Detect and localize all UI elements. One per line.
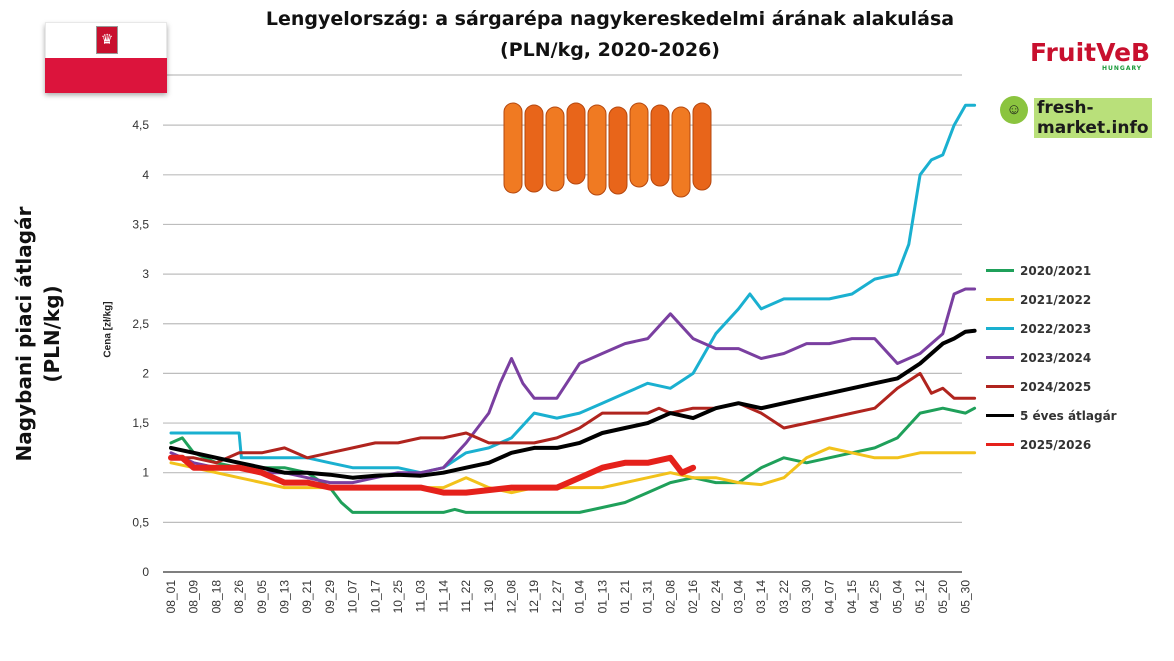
x-tick-label: 03_30 — [800, 580, 814, 614]
series-line-5-ves-tlag-r — [169, 328, 977, 480]
x-tick-label: 08_26 — [232, 580, 246, 614]
carrot — [671, 106, 691, 198]
legend: 2020/2021 2021/2022 2022/2023 2023/2024 2024… — [986, 256, 1166, 459]
x-tick-label: 02_08 — [663, 580, 677, 614]
y-tick-label: 2,5 — [132, 317, 149, 331]
legend-item: 2021/2022 — [986, 285, 1166, 314]
y-tick-label: 1 — [142, 466, 149, 480]
chart-subtitle: (PLN/kg, 2020-2026) — [500, 39, 720, 61]
x-tick-label: 12_27 — [550, 580, 564, 614]
legend-label: 2024/2025 — [1020, 379, 1092, 394]
y-tick-label: 4,5 — [132, 118, 149, 132]
x-tick-label: 01_31 — [641, 580, 655, 614]
x-tick-labels: 08_01 08_09 08_18 08_26 09_05 09_13 09_21 09_29… — [164, 580, 973, 614]
carrot — [629, 102, 649, 188]
carrot — [503, 102, 523, 194]
legend-item: 5 éves átlagár — [986, 401, 1166, 430]
legend-swatch — [986, 269, 1014, 272]
legend-swatch — [986, 298, 1014, 301]
legend-swatch — [986, 414, 1014, 417]
freshmarket-icon: ☺ — [1000, 96, 1028, 124]
freshmarket-logo: ☺ fresh-market.info — [1000, 96, 1152, 138]
series-line-2021-2022 — [169, 446, 977, 495]
series-line-2022-2023 — [169, 103, 977, 475]
legend-label: 2025/2026 — [1020, 437, 1092, 452]
carrot — [692, 102, 712, 191]
x-tick-label: 11_30 — [482, 580, 496, 613]
x-tick-label: 09_05 — [255, 580, 269, 614]
series-lines — [168, 103, 977, 514]
x-tick-label: 11_22 — [459, 580, 473, 613]
y-tick-label: 0,5 — [132, 515, 149, 529]
eagle-icon: ♛ — [96, 26, 118, 54]
series-line-2025-2026 — [168, 454, 697, 496]
series-line-2023-2024 — [169, 287, 977, 485]
x-tick-label: 01_21 — [618, 580, 632, 614]
y-tick-label: 3,5 — [132, 217, 149, 231]
legend-item: 2025/2026 — [986, 430, 1166, 459]
y-tick-label: 3 — [142, 267, 149, 281]
x-tick-label: 05_04 — [890, 580, 904, 614]
y-tick-labels: 0 0,5 1 1,5 2 2,5 3 3,5 4 4,5 — [132, 118, 149, 579]
legend-item: 2022/2023 — [986, 314, 1166, 343]
x-tick-label: 08_18 — [209, 580, 223, 614]
x-tick-label: 11_14 — [436, 580, 450, 613]
x-tick-label: 10_25 — [391, 580, 405, 614]
series-line-2024-2025 — [169, 371, 977, 465]
x-tick-label: 01_13 — [595, 580, 609, 614]
x-tick-label: 11_03 — [414, 580, 428, 613]
legend-swatch — [986, 356, 1014, 359]
x-tick-label: 12_08 — [505, 580, 519, 614]
series-line-2020-2021 — [169, 406, 977, 514]
y-axis-label: Nagybani piaci átlagár (PLN/kg) — [12, 206, 64, 462]
carrot-image — [503, 102, 712, 198]
x-tick-label: 04_25 — [868, 580, 882, 614]
carrot — [608, 106, 628, 195]
x-tick-label: 10_07 — [346, 580, 360, 614]
x-tick-label: 01_04 — [573, 580, 587, 614]
legend-swatch — [986, 443, 1014, 446]
x-tick-label: 05_12 — [913, 580, 927, 614]
legend-label: 2023/2024 — [1020, 350, 1092, 365]
carrot — [524, 104, 544, 193]
carrot — [545, 106, 565, 192]
x-tick-label: 03_22 — [777, 580, 791, 614]
chart-title: Lengyelország: a sárgarépa nagykereskede… — [265, 8, 955, 30]
y-tick-label: 1,5 — [132, 416, 149, 430]
x-tick-label: 03_04 — [732, 580, 746, 614]
x-tick-label: 09_13 — [278, 580, 292, 614]
legend-swatch — [986, 385, 1014, 388]
x-tick-label: 09_29 — [323, 580, 337, 614]
legend-label: 2022/2023 — [1020, 321, 1092, 336]
x-tick-label: 04_07 — [822, 580, 836, 614]
legend-item: 2024/2025 — [986, 372, 1166, 401]
y-tick-label: 2 — [142, 366, 149, 380]
x-tick-label: 08_09 — [187, 580, 201, 614]
legend-swatch — [986, 327, 1014, 330]
legend-label: 5 éves átlagár — [1020, 408, 1117, 423]
carrot — [566, 102, 586, 185]
x-tick-label: 05_20 — [936, 580, 950, 614]
legend-item: 2023/2024 — [986, 343, 1166, 372]
poland-flag: ♛ — [45, 22, 167, 93]
fruitveb-logo: FruitVeB HUNGARY — [1030, 38, 1151, 72]
legend-item: 2020/2021 — [986, 256, 1166, 285]
x-tick-label: 05_30 — [959, 580, 973, 614]
x-tick-label: 09_21 — [300, 580, 314, 614]
y-tick-label: 0 — [142, 565, 149, 579]
x-tick-label: 04_15 — [845, 580, 859, 614]
y-axis-secondary-label: Cena [zł/kg] — [102, 301, 114, 358]
legend-label: 2020/2021 — [1020, 263, 1092, 278]
x-tick-label: 02_24 — [709, 580, 723, 614]
y-tick-label: 4 — [142, 168, 149, 182]
carrot — [587, 104, 607, 196]
x-tick-label: 12_19 — [527, 580, 541, 614]
x-tick-label: 03_14 — [754, 580, 768, 614]
x-tick-label: 02_16 — [686, 580, 700, 614]
x-tick-label: 10_17 — [368, 580, 382, 614]
legend-label: 2021/2022 — [1020, 292, 1092, 307]
carrot — [650, 104, 670, 187]
x-tick-label: 08_01 — [164, 580, 178, 614]
